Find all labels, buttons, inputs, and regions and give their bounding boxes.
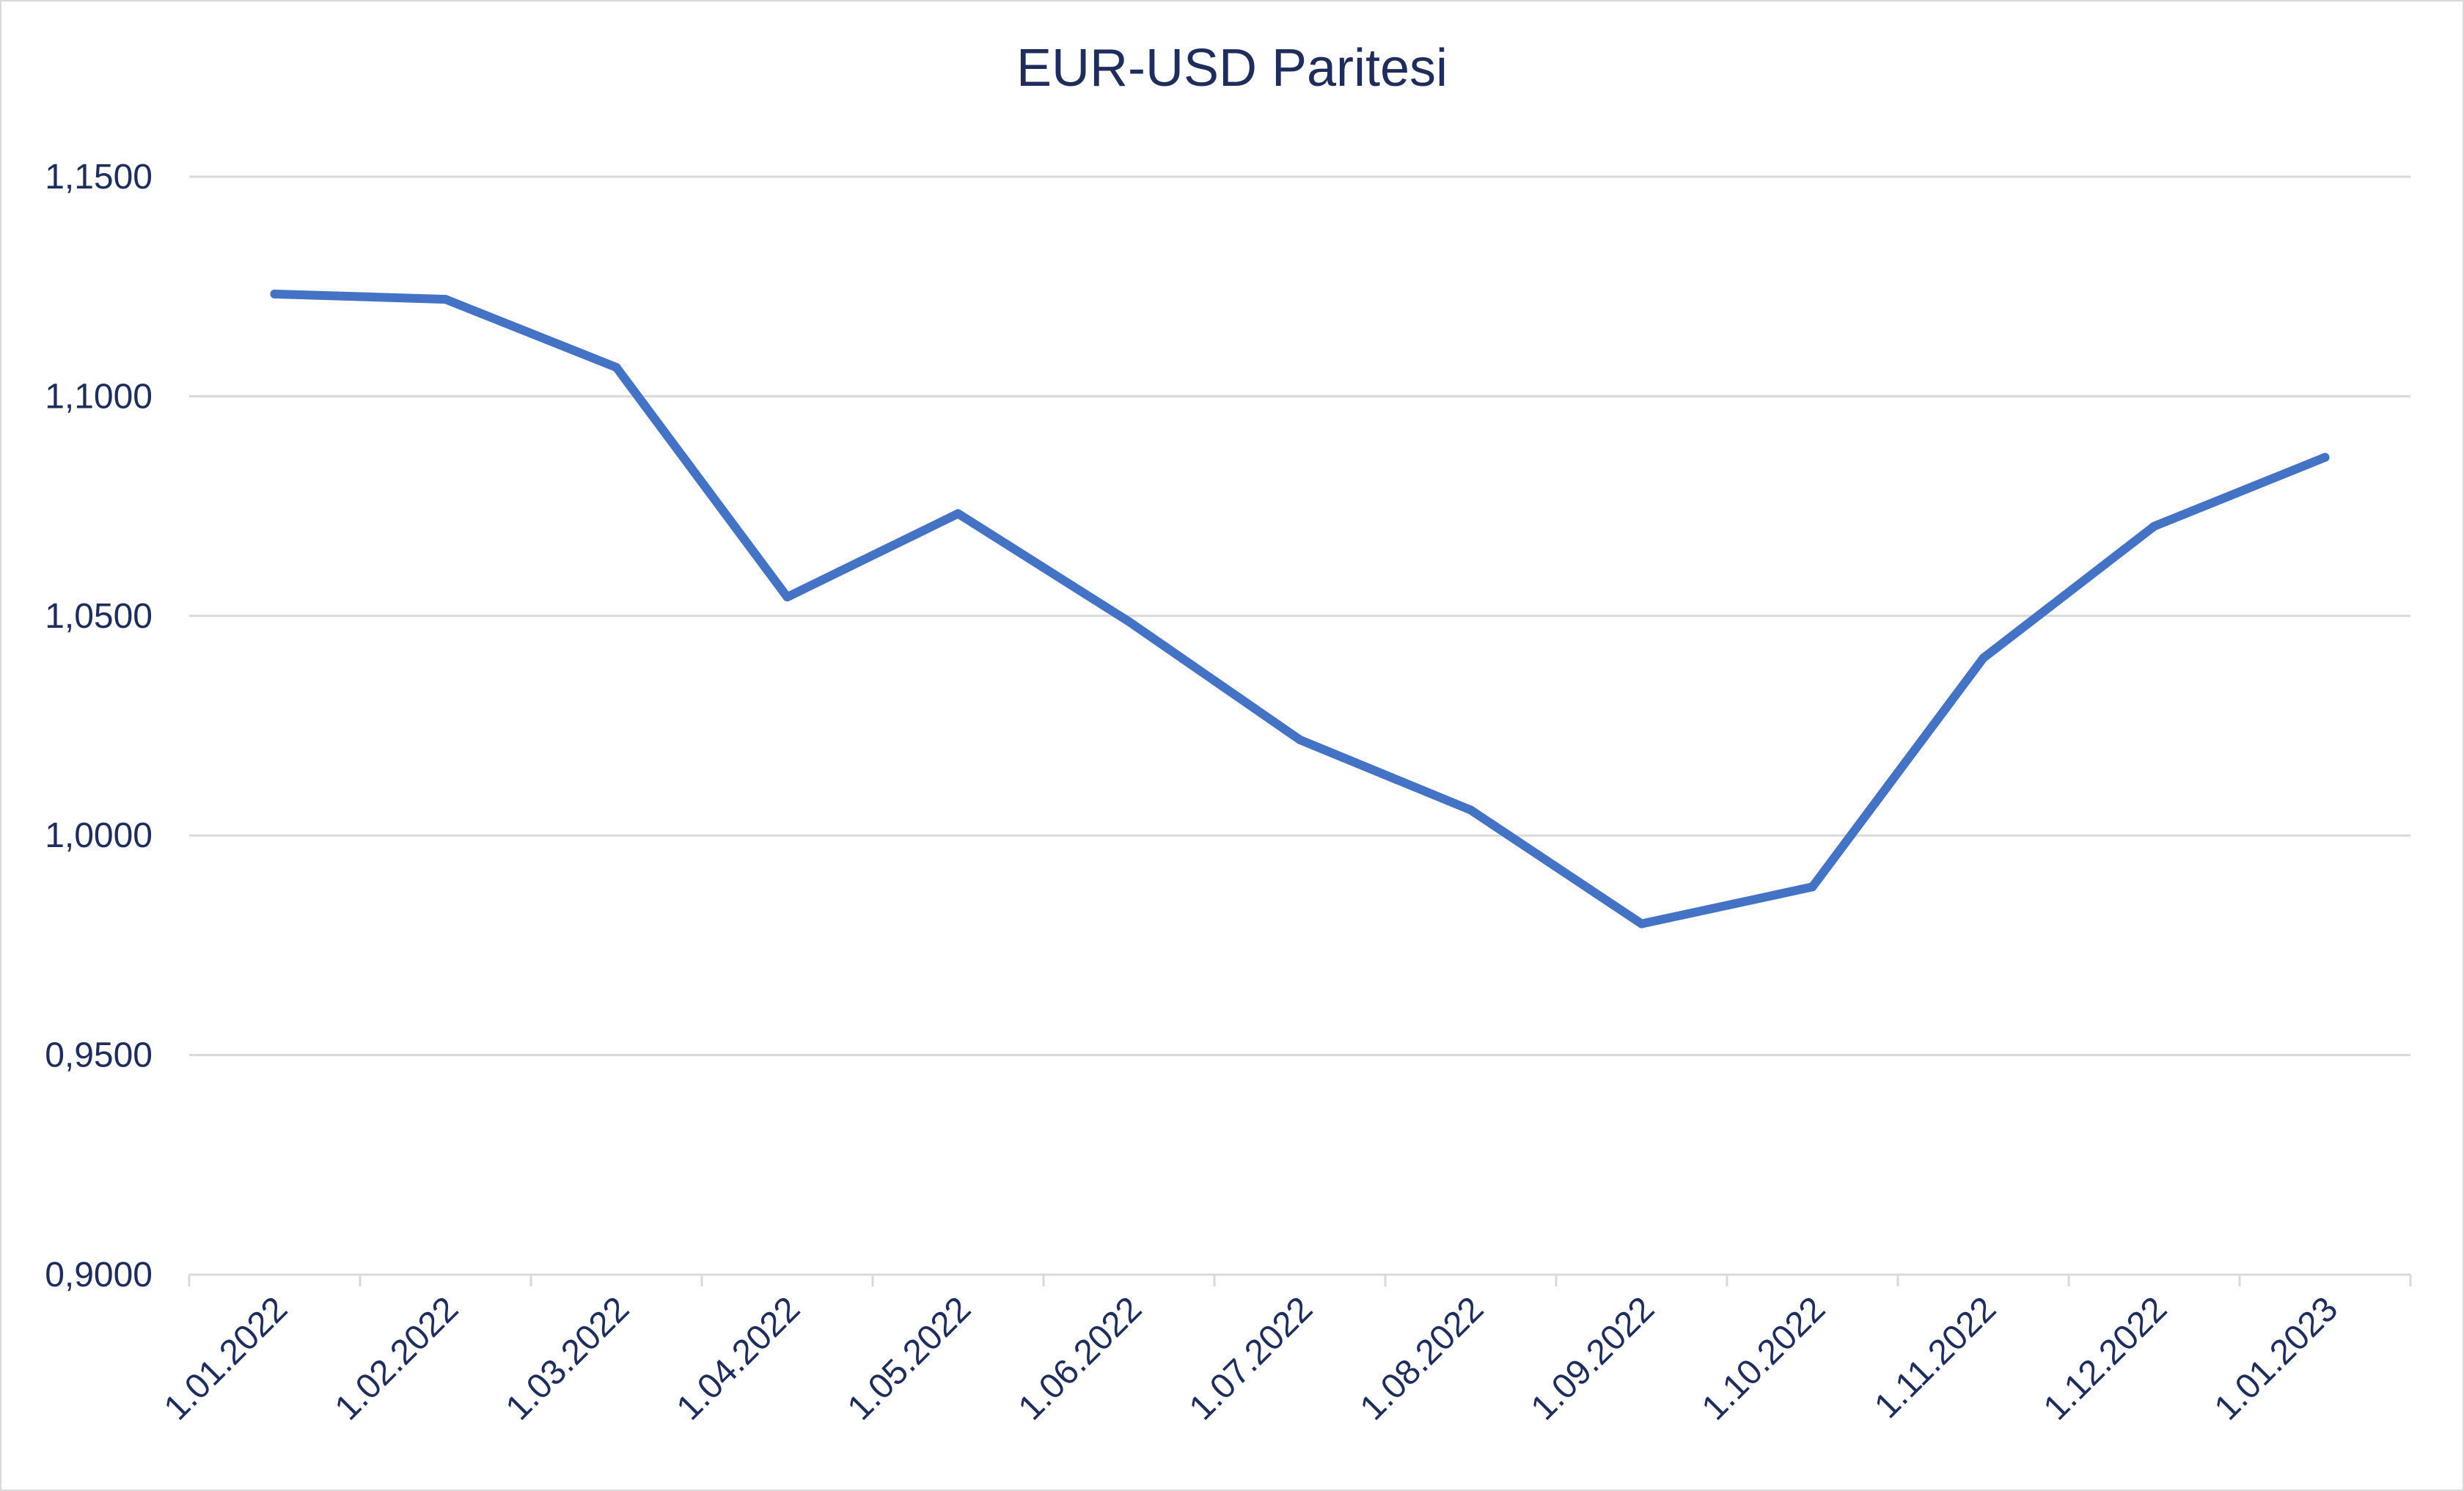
data-point xyxy=(270,289,279,298)
data-point xyxy=(441,295,450,304)
x-tick-label: 1.01.2023 xyxy=(2207,1289,2345,1427)
data-point xyxy=(2149,521,2159,531)
data-point xyxy=(1808,882,1817,892)
data-point xyxy=(1637,919,1646,928)
chart-title: EUR-USD Paritesi xyxy=(1016,39,1448,98)
data-point xyxy=(1466,805,1475,815)
y-tick-label: 1,0500 xyxy=(45,597,153,636)
series-layer xyxy=(270,289,2330,928)
x-tick-label: 1.01.2022 xyxy=(157,1289,295,1427)
series-line xyxy=(270,289,2330,928)
y-tick-label: 1,1000 xyxy=(45,377,153,416)
x-tick-label: 1.06.2022 xyxy=(1011,1289,1149,1427)
y-tick-label: 1,1500 xyxy=(45,158,153,197)
x-tick-label: 1.11.2022 xyxy=(1867,1289,2003,1426)
x-tick-label: 1.04.2022 xyxy=(670,1289,807,1427)
data-point xyxy=(612,362,621,372)
gridlines xyxy=(189,175,2410,1057)
x-axis xyxy=(188,1273,2412,1286)
data-point xyxy=(782,593,792,602)
data-point xyxy=(953,509,963,519)
data-point xyxy=(1295,735,1305,744)
x-tick-label: 1.10.2022 xyxy=(1695,1289,1833,1427)
x-tick-label: 1.08.2022 xyxy=(1353,1289,1491,1427)
y-tick-label: 1,0000 xyxy=(45,816,153,855)
x-tick-label: 1.05.2022 xyxy=(840,1289,978,1427)
data-point xyxy=(1979,653,1988,663)
x-tick-label: 1.12.2022 xyxy=(2036,1289,2174,1427)
data-point xyxy=(1124,617,1134,626)
x-axis-ticks: 1.01.2022 1.02.2022 1.03.2022 1.04.2022 1.05… xyxy=(157,1289,2345,1427)
y-tick-label: 0,9500 xyxy=(45,1036,153,1075)
data-point xyxy=(2320,453,2330,462)
y-tick-label: 0,9000 xyxy=(45,1256,153,1294)
x-tick-label: 1.02.2022 xyxy=(328,1289,466,1427)
x-tick-label: 1.09.2022 xyxy=(1524,1289,1662,1427)
x-tick-label: 1.03.2022 xyxy=(499,1289,637,1427)
y-axis-ticks: 0,9000 0,9500 1,0000 1,0500 1,1000 1,1500 xyxy=(45,158,153,1294)
x-tick-label: 1.07.2022 xyxy=(1182,1289,1320,1427)
